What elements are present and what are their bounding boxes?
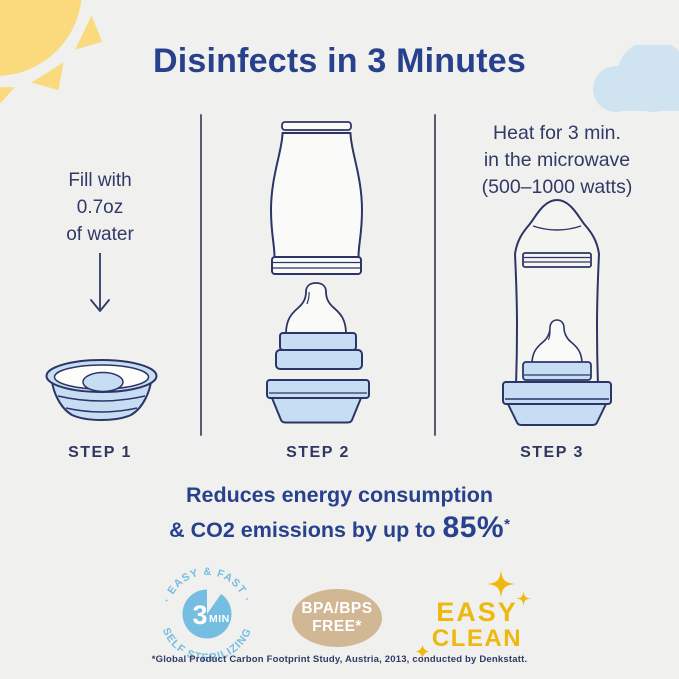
- step3-instruction-line1: Heat for 3 min.: [493, 122, 621, 144]
- timer-unit: MIN: [209, 613, 230, 625]
- disassembled-bottle-icon: [266, 121, 370, 424]
- arrow-down-icon: [90, 253, 110, 312]
- bowl-of-water-icon: [45, 359, 158, 421]
- bpa-badge-line1: BPA/BPS: [301, 600, 373, 617]
- sparkle-icon: [516, 591, 531, 606]
- step3-instruction: Heat for 3 min. in the microwave (500–10…: [447, 120, 667, 201]
- claim-line2: & CO2 emissions by up to 85%*: [0, 508, 679, 547]
- step1-instruction-line1: Fill with: [68, 170, 132, 191]
- claim-line1: Reduces energy consumption: [185, 483, 494, 507]
- bpa-free-badge: BPA/BPS FREE*: [292, 589, 382, 647]
- assembled-bottle-icon: [502, 199, 612, 426]
- footnote: *Global Product Carbon Footprint Study, …: [151, 654, 528, 665]
- step1-instruction: Fill with 0.7oz of water: [20, 167, 180, 248]
- step1-instruction-line3: of water: [66, 224, 134, 245]
- energy-claim: Reduces energy consumption & CO2 emissio…: [0, 482, 679, 547]
- step3-instruction-line2: in the microwave: [483, 149, 631, 171]
- step3-label: STEP 3: [520, 444, 584, 461]
- easy-clean-badge: EASY CLEAN: [407, 566, 547, 666]
- sun-icon: [0, 0, 103, 104]
- claim-line2-prefix: & CO2 emissions by up to: [169, 518, 436, 543]
- step2-label: STEP 2: [286, 444, 350, 461]
- step1-label: STEP 1: [68, 444, 132, 461]
- step3-instruction-line3: (500–1000 watts): [481, 176, 633, 198]
- timer-value: 3: [192, 600, 207, 630]
- column-divider-left: [200, 114, 202, 436]
- cloud-icon: [593, 45, 679, 112]
- self-sterilizing-timer-badge: · EASY & FAST · SELF STERILIZING 3 MIN: [160, 566, 253, 664]
- step1-instruction-line2: 0.7oz: [76, 197, 124, 218]
- sparkle-icon: [487, 570, 515, 598]
- easy-clean-line1: EASY: [436, 597, 518, 627]
- easy-clean-line2: CLEAN: [431, 625, 523, 652]
- page-title: Disinfects in 3 Minutes: [152, 42, 526, 80]
- claim-highlight: 85%: [442, 511, 505, 545]
- column-divider-right: [434, 114, 436, 436]
- bpa-badge-line2: FREE*: [312, 618, 362, 635]
- claim-footnote-marker: *: [504, 516, 510, 533]
- timer-wedge-icon: [207, 582, 226, 614]
- diamond-sparkle-icon: [415, 644, 430, 659]
